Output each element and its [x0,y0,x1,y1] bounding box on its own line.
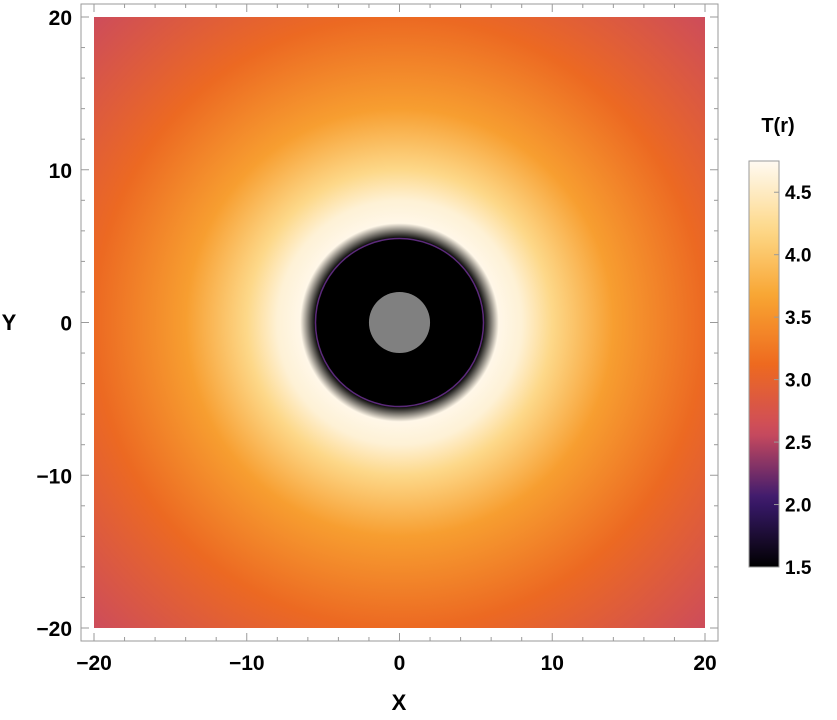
x-tick-label: 20 [693,652,716,675]
colorbar-tick-label: 3.0 [785,371,811,392]
axis-ticks: −20 −10 0 10 20 −20 −10 0 10 20 [36,4,718,675]
colorbar-tick-label: 2.0 [785,496,811,517]
colorbar-tick-label: 4.0 [785,246,811,267]
colorbar: T(r) 1.5 2.0 2.5 3.0 3.5 4.0 4.5 [748,115,812,579]
y-tick-label: −10 [36,465,72,488]
y-axis-title: Y [2,310,17,335]
x-tick-label: 0 [394,652,406,675]
colorbar-gradient [748,160,780,568]
y-tick-label: −20 [36,618,72,641]
x-tick-label: 10 [541,652,564,675]
colorbar-tick-label: 3.5 [785,308,812,329]
x-axis-title: X [392,690,407,715]
colorbar-tick-label: 2.5 [785,433,812,454]
gray-disk [368,291,431,354]
x-tick-label: −20 [76,652,112,675]
colorbar-ticks: 1.5 2.0 2.5 3.0 3.5 4.0 4.5 [774,183,812,579]
y-tick-label: 0 [60,313,72,336]
x-tick-label: −10 [229,652,265,675]
plot-area [80,3,719,642]
y-tick-label: 10 [49,160,72,183]
colorbar-title: T(r) [761,115,794,137]
y-tick-label: 20 [49,7,72,30]
colorbar-tick-label: 1.5 [785,558,812,579]
colorbar-tick-label: 4.5 [785,183,812,204]
